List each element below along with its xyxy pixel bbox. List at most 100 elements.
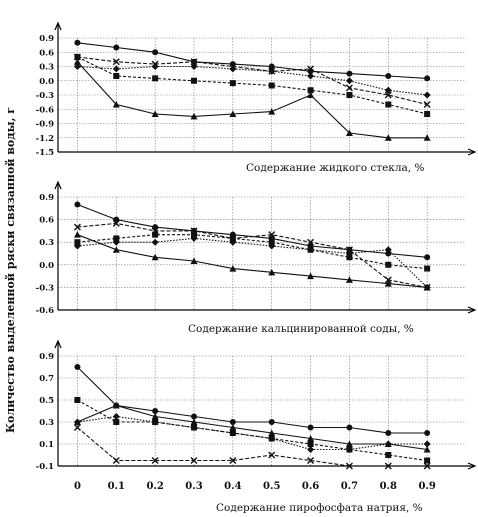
series-line-4 [77, 237, 428, 288]
x-axis-label-panel-3: Содержание пирофосфата натрия, % [216, 502, 423, 514]
chart-panels: 0.90.60.30.0-0.3-0.6-0.9-1.2-1.50.90.60.… [36, 21, 477, 472]
data-point [424, 75, 431, 82]
y-tick-label: 0.6 [39, 48, 54, 58]
data-point [268, 268, 276, 276]
data-point [73, 231, 81, 238]
data-point [424, 111, 431, 117]
data-point [307, 457, 315, 464]
data-point [151, 60, 159, 68]
series-line-5 [77, 427, 428, 467]
series-line-4 [77, 65, 428, 96]
x-tick-label: 0.3 [185, 481, 202, 492]
data-point [112, 238, 120, 246]
data-point [152, 231, 159, 238]
data-point [307, 435, 315, 442]
data-point [307, 65, 315, 73]
x-tick-label: 0.6 [302, 481, 319, 492]
x-axis-arrow [467, 148, 477, 156]
y-tick-label: -1.2 [36, 134, 54, 144]
data-point [151, 63, 159, 70]
data-point [113, 419, 120, 425]
y-tick-label: -0.1 [36, 462, 54, 472]
series-line-1 [77, 203, 428, 258]
data-point [190, 457, 198, 464]
data-point [190, 58, 198, 66]
data-point [307, 91, 315, 98]
data-point [384, 462, 392, 470]
data-point [346, 424, 353, 431]
panel-2: 0.9 0.6 0.3 0.0 -0.3 -0.6 [36, 180, 477, 316]
data-point [229, 429, 237, 437]
data-point [112, 402, 120, 409]
series-line-3 [77, 404, 428, 451]
y-tick-label: 0.6 [39, 216, 54, 226]
data-point [385, 430, 392, 436]
y-tick-label: 0.1 [39, 440, 54, 450]
y-tick-label: -0.6 [36, 105, 54, 115]
data-point [268, 67, 276, 75]
data-point [73, 58, 81, 65]
x-tick-label: 0.9 [418, 481, 435, 492]
data-point [190, 418, 198, 425]
data-point [345, 84, 353, 92]
x-tick-label: 0.5 [263, 481, 280, 492]
data-point [190, 234, 198, 242]
y-axis-label: Количество выделенной ряски связанной во… [4, 107, 17, 433]
panel-1: 0.9 0.6 0.3 0.0 -0.3 -0.6 -0.9 -1.2 -1.5 [36, 21, 477, 158]
data-point [268, 108, 276, 115]
data-point [229, 419, 236, 425]
data-point [307, 272, 315, 280]
data-point [268, 231, 276, 239]
data-point [152, 49, 159, 56]
data-point [112, 101, 120, 108]
y-tick-label: -0.6 [36, 306, 54, 316]
data-point [73, 242, 81, 250]
data-point [151, 110, 159, 117]
series-line-4 [77, 415, 428, 451]
x-axis-label-panel-2: Содержание кальцинированной соды, % [188, 323, 414, 335]
data-point [190, 424, 198, 431]
y-tick-label: 0.5 [39, 396, 54, 406]
y-axis-arrow [54, 339, 62, 349]
data-point [152, 408, 159, 414]
data-point [229, 265, 237, 272]
data-point [112, 413, 120, 420]
x-tick-labels: 0 0.1 0.2 0.3 0.4 0.5 0.6 0.7 0.8 0.9 [74, 481, 436, 492]
data-point [423, 462, 431, 470]
data-point [190, 227, 198, 235]
data-point [424, 265, 431, 272]
data-point [74, 239, 81, 246]
series-line-5 [77, 56, 428, 106]
data-point [268, 242, 276, 250]
data-point [268, 63, 275, 70]
data-point [191, 77, 197, 84]
data-point [423, 283, 431, 291]
series-line-2 [77, 234, 428, 270]
y-tick-label: 0.0 [39, 261, 54, 271]
data-point [73, 63, 81, 70]
data-point [229, 63, 237, 70]
y-tick-label: 0.7 [39, 374, 54, 384]
y-tick-label: -1.5 [36, 148, 54, 158]
data-point [307, 72, 315, 80]
x-axis-arrow [467, 462, 477, 470]
data-point [112, 65, 120, 73]
data-point [113, 73, 120, 79]
series-line-2 [77, 399, 428, 462]
data-point [384, 276, 392, 284]
x-tick-label: 0.4 [224, 481, 241, 492]
data-point [345, 246, 353, 254]
data-point [346, 70, 353, 77]
data-point [191, 231, 197, 238]
series-line-1 [77, 366, 428, 434]
data-point [73, 53, 81, 61]
data-point [345, 440, 353, 447]
data-point [151, 418, 159, 426]
x-axis-arrow [467, 306, 477, 314]
data-point [384, 246, 392, 254]
data-point [423, 440, 431, 448]
data-point [151, 457, 159, 464]
x-tick-label: 0.1 [108, 481, 125, 492]
data-point [423, 91, 431, 99]
